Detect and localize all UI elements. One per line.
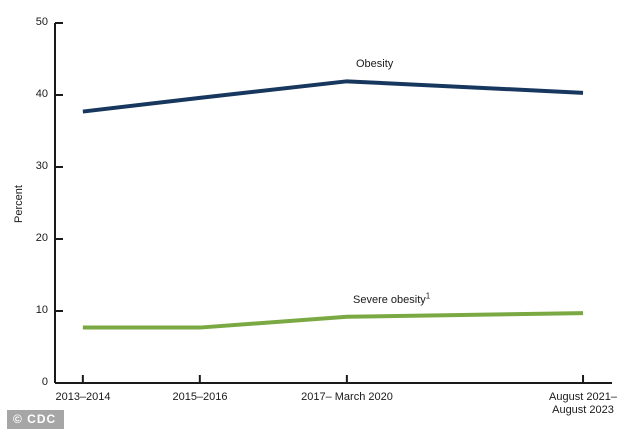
series-line-severe-obesity — [82, 311, 584, 330]
x-tick-label-2013-2014: 2013–2014 — [55, 391, 111, 403]
x-tick-label-2017-march-2020: 2017– March 2020 — [301, 391, 393, 403]
y-tick-label-40: 40 — [35, 88, 48, 100]
cdc-watermark: © CDC — [7, 410, 65, 429]
x-tick-label-2015-2016: 2015–2016 — [172, 391, 228, 403]
y-tick-label-50: 50 — [35, 16, 48, 28]
footnote-marker: 1 — [425, 291, 431, 301]
series-line-obesity — [82, 79, 584, 114]
series-label-obesity: Obesity — [356, 58, 393, 71]
y-tick-label-0: 0 — [41, 376, 48, 388]
series-label-severe-obesity: Severe obesity1 — [353, 291, 431, 307]
y-tick-label-10: 10 — [35, 304, 48, 316]
x-tick-label-aug-2021-aug-2023: August 2021– August 2023 — [549, 391, 617, 416]
series-label-severe-obesity-text: Severe obesity — [353, 294, 426, 306]
series-label-obesity-text: Obesity — [356, 58, 394, 70]
y-tick-label-20: 20 — [35, 232, 48, 244]
y-tick-label-30: 30 — [35, 160, 48, 172]
